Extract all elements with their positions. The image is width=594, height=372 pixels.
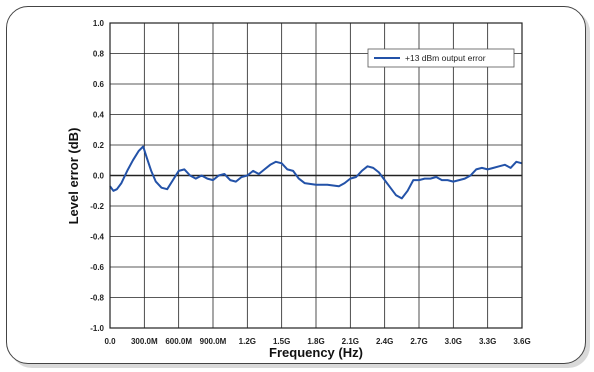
legend-box	[367, 48, 515, 68]
y-tick-label: -0.8	[90, 294, 104, 303]
y-tick-label: -0.2	[90, 202, 104, 211]
x-tick-label: 3.3G	[479, 337, 496, 346]
x-tick-label: 900.0M	[200, 337, 227, 346]
x-tick-labels: 0.0 300.0M 600.0M 900.0M 1.2G 1.5G 1.8G 2.1G 2.4…	[104, 337, 530, 346]
x-tick-label: 1.5G	[273, 337, 290, 346]
x-tick-label: 2.7G	[410, 337, 427, 346]
y-tick-label: -1.0	[90, 324, 104, 333]
legend-label: +13 dBm output error	[405, 53, 486, 63]
x-tick-label: 1.8G	[307, 337, 324, 346]
y-tick-label: -0.4	[90, 233, 104, 242]
series-group	[109, 145, 523, 200]
y-tick-label: 0.6	[93, 80, 105, 89]
plot-border	[109, 22, 523, 329]
y-tick-label: 0.8	[93, 50, 105, 59]
y-tick-labels: 1.0 0.8 0.6 0.4 0.2 0.0 -0.2 -0.4 -0.6 -0.8 -1.0	[90, 19, 104, 333]
y-tick-label: 0.0	[93, 172, 105, 181]
y-tick-label: 0.2	[93, 141, 105, 150]
x-tick-label: 3.6G	[513, 337, 530, 346]
x-tick-label: 300.0M	[131, 337, 158, 346]
x-tick-label: 1.2G	[239, 337, 256, 346]
y-axis-title: Level error (dB)	[66, 128, 81, 225]
series-line	[109, 145, 523, 200]
y-tick-label: 1.0	[93, 19, 105, 28]
y-tick-label: 0.4	[93, 111, 105, 120]
x-tick-label: 2.1G	[342, 337, 359, 346]
legend: +13 dBm output error	[367, 48, 515, 68]
x-tick-label: 2.4G	[376, 337, 393, 346]
y-tick-label: -0.6	[90, 263, 104, 272]
x-tick-label: 600.0M	[165, 337, 192, 346]
x-tick-label: 3.0G	[445, 337, 462, 346]
x-tick-label: 0.0	[104, 337, 116, 346]
x-axis-title: Frequency (Hz)	[269, 345, 363, 360]
